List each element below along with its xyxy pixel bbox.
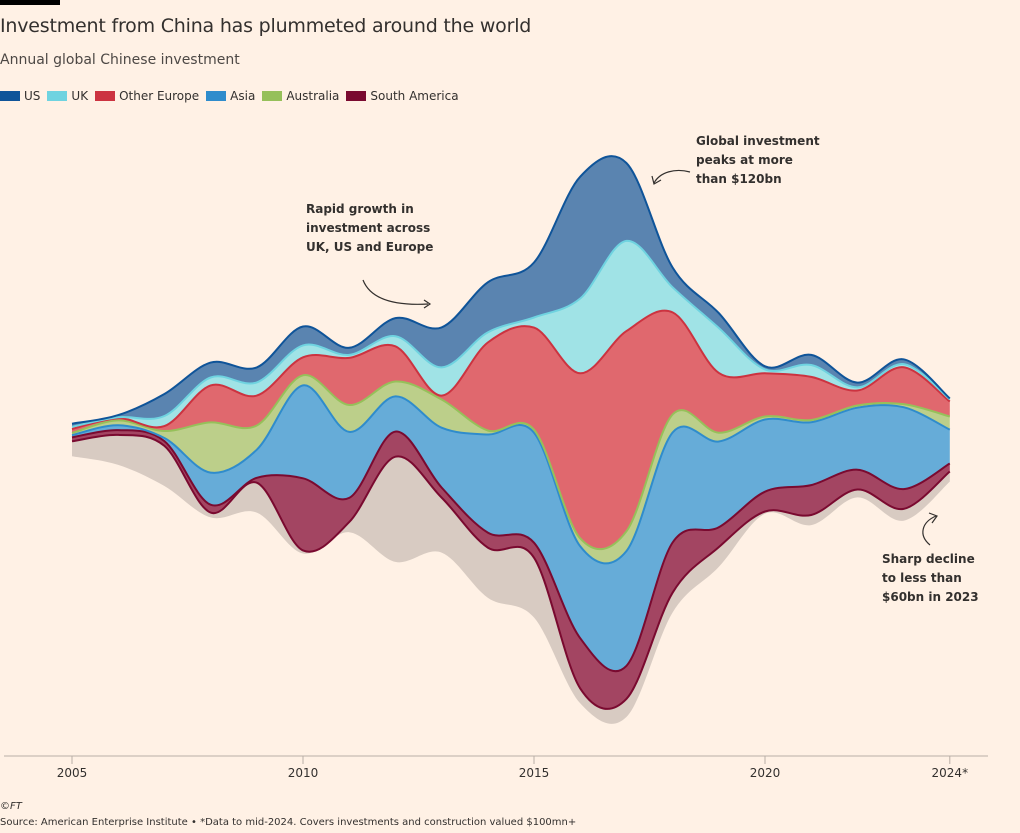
annotation-line: UK, US and Europe xyxy=(306,240,434,254)
edge-south-america-bottom xyxy=(71,433,951,710)
legend-swatch xyxy=(262,91,283,101)
area-south-america xyxy=(72,430,950,709)
annotation-decline: Sharp decline to less than $60bn in 2023 xyxy=(882,550,979,607)
legend-label: South America xyxy=(370,89,459,103)
legend-item-australia: Australia xyxy=(262,89,339,103)
source-note: Source: American Enterprise Institute • … xyxy=(0,817,577,828)
x-tick-label: 2015 xyxy=(518,766,550,780)
edge-other-europe xyxy=(71,309,951,430)
legend-swatch xyxy=(95,91,116,101)
legend-item-south-america: South America xyxy=(346,89,459,103)
annotation-line: Rapid growth in xyxy=(306,202,414,216)
annotation-growth: Rapid growth in investment across UK, US… xyxy=(306,200,433,257)
x-tick-label: 2020 xyxy=(749,766,781,780)
annotation-line: Global investment xyxy=(696,134,820,148)
annotation-arrow xyxy=(922,515,937,546)
legend-swatch xyxy=(346,91,367,101)
annotation-arrowhead xyxy=(423,299,432,309)
annotation-arrowhead xyxy=(651,175,662,185)
annotation-line: to less than xyxy=(882,571,962,585)
legend-swatch xyxy=(47,91,68,101)
annotation-arrow xyxy=(362,279,429,305)
chart-title: Investment from China has plummeted arou… xyxy=(0,15,532,37)
annotation-arrowhead xyxy=(928,512,938,524)
x-tick-label: 2010 xyxy=(287,766,319,780)
legend-item-other-europe: Other Europe xyxy=(95,89,199,103)
legend-item-asia: Asia xyxy=(206,89,255,103)
annotation-arrow xyxy=(653,169,691,184)
annotation-line: peaks at more xyxy=(696,153,793,167)
legend-label: US xyxy=(24,89,41,103)
annotation-line: Sharp decline xyxy=(882,552,975,566)
edge-australia xyxy=(71,374,951,551)
area-us xyxy=(72,156,950,427)
edge-us xyxy=(71,155,951,425)
ft-brand-bar xyxy=(0,0,60,5)
area-other xyxy=(72,434,950,724)
annotation-line: than $120bn xyxy=(696,172,782,186)
legend-label: Australia xyxy=(286,89,340,103)
legend-swatch xyxy=(206,91,227,101)
area-other-europe xyxy=(72,310,950,550)
copyright: ©FT xyxy=(0,801,22,812)
legend: US UK Other Europe Asia Australia South … xyxy=(0,89,459,103)
chart-subtitle: Annual global Chinese investment xyxy=(0,52,240,68)
edge-asia xyxy=(71,384,951,565)
legend-label: UK xyxy=(71,89,89,103)
annotation-peak: Global investment peaks at more than $12… xyxy=(696,132,820,189)
legend-swatch xyxy=(0,91,20,101)
x-tick-label: 2005 xyxy=(56,766,88,780)
annotation-line: investment across xyxy=(306,221,431,235)
area-asia xyxy=(72,385,950,672)
legend-label: Other Europe xyxy=(119,89,200,103)
edge-south-america xyxy=(71,429,951,673)
legend-label: Asia xyxy=(230,89,256,103)
legend-item-uk: UK xyxy=(47,89,88,103)
annotation-line: $60bn in 2023 xyxy=(882,590,979,604)
legend-item-us: US xyxy=(0,89,40,103)
edge-uk xyxy=(71,239,951,428)
x-tick-label: 2024* xyxy=(931,766,969,780)
